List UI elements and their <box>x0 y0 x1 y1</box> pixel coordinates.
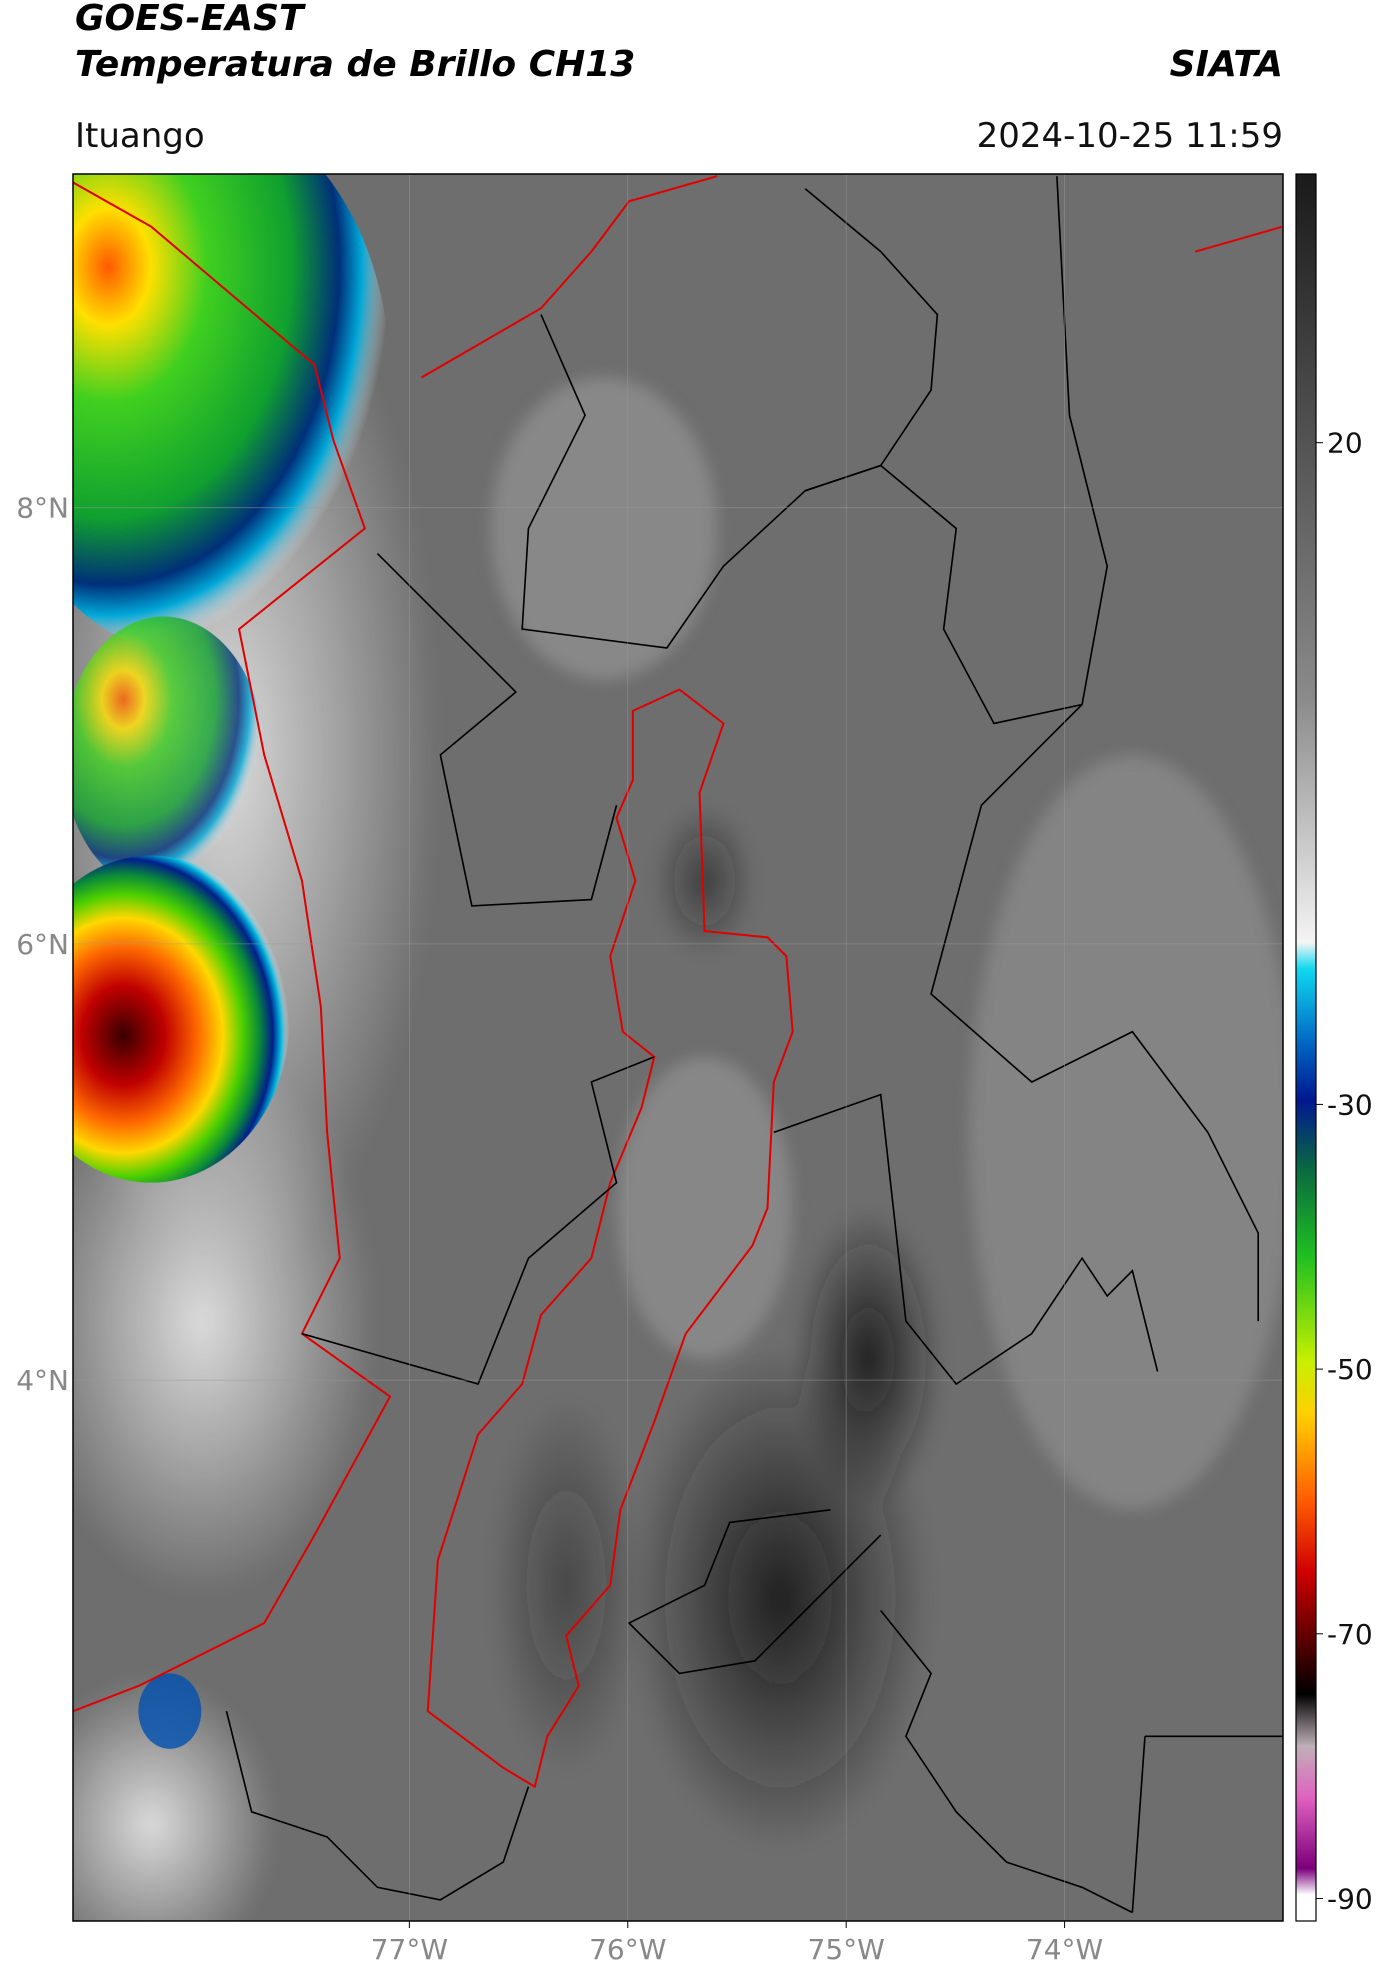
colorbar-label: 20 <box>1327 427 1363 460</box>
colorbar-label: -90 <box>1327 1883 1373 1916</box>
colorbar-label: -30 <box>1327 1088 1373 1121</box>
lon-label: 76°W <box>589 1933 666 1966</box>
colorbar-label: -70 <box>1327 1618 1373 1651</box>
lon-label: 77°W <box>371 1933 448 1966</box>
subtitle: Temperatura de Brillo CH13 <box>75 44 635 85</box>
title: GOES-EAST <box>75 0 306 39</box>
colorbar <box>1295 173 1317 1922</box>
datetime: 2024-10-25 11:59 <box>977 116 1283 156</box>
lon-label: 75°W <box>808 1933 885 1966</box>
lon-label: 74°W <box>1026 1933 1103 1966</box>
source: SIATA <box>1170 44 1283 85</box>
graticule <box>73 174 1283 1921</box>
location: Ituango <box>75 116 205 156</box>
lat-label: 8°N <box>16 492 69 525</box>
plot-frame <box>72 173 1284 1922</box>
satellite-image <box>73 174 1283 1921</box>
lat-label: 4°N <box>16 1364 69 1397</box>
lat-label: 6°N <box>16 928 69 961</box>
colorbar-label: -50 <box>1327 1353 1373 1386</box>
